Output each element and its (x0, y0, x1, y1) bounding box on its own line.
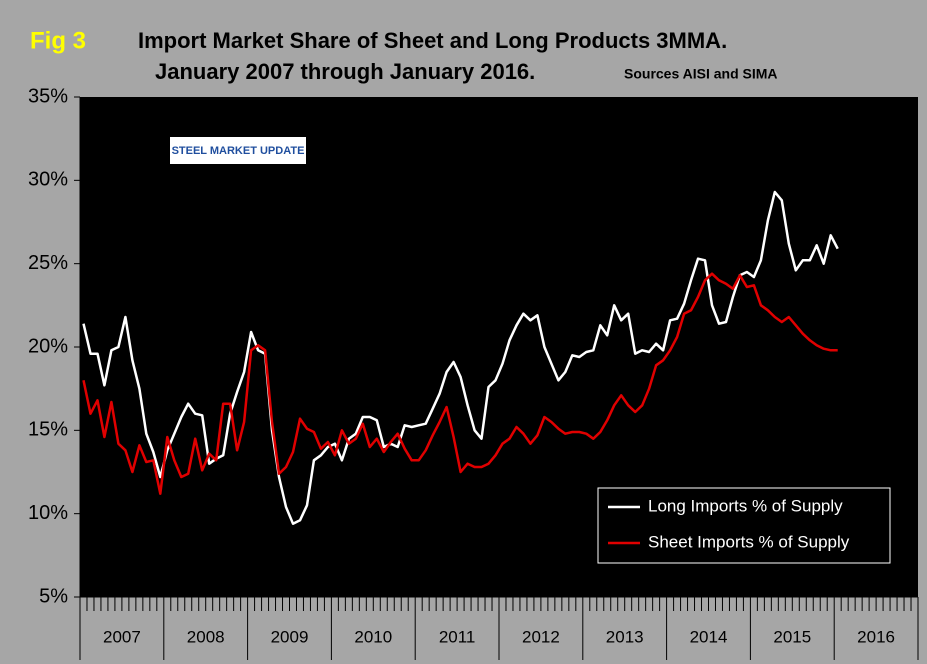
x-tick-label: 2016 (857, 627, 895, 646)
chart-title: Import Market Share of Sheet and Long Pr… (138, 28, 727, 53)
y-tick-label: 20% (28, 335, 68, 357)
y-tick-label: 25% (28, 252, 68, 274)
x-tick-label: 2014 (690, 627, 728, 646)
line-series (82, 190, 839, 525)
legend (597, 487, 891, 564)
x-tick-label: 2007 (103, 627, 141, 646)
x-tick-label: 2012 (522, 627, 560, 646)
logo: STEEL MARKET UPDATE (172, 145, 305, 157)
logo-box (170, 137, 306, 164)
y-tick-label: 15% (28, 419, 68, 441)
source: Sources AISI and SIMA (624, 66, 778, 82)
legend-label: Long Imports % of Supply (648, 496, 843, 515)
x-tick-label: 2013 (606, 627, 644, 646)
x-tick-label: 2009 (271, 627, 309, 646)
x-tick-label: 2010 (354, 627, 392, 646)
x-tick-label: 2011 (439, 627, 476, 646)
fig-label: Fig 3 (30, 27, 86, 54)
y-tick-label: 30% (28, 169, 68, 191)
legend-label: Sheet Imports % of Supply (648, 532, 850, 551)
y-tick-label: 35% (28, 85, 68, 107)
y-tick-label: 10% (28, 502, 68, 524)
x-tick-label: 2008 (187, 627, 225, 646)
line-series (82, 272, 838, 495)
x-tick-label: 2015 (773, 627, 811, 646)
chart-subtitle: January 2007 through January 2016. (155, 59, 535, 84)
y-tick-label: 5% (39, 585, 68, 607)
